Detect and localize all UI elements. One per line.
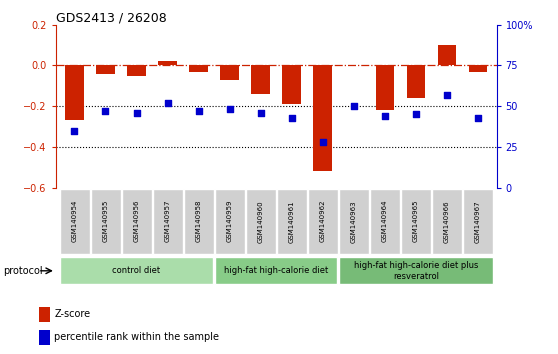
Point [287,115,296,120]
Text: GSM140965: GSM140965 [413,200,419,242]
Bar [407,65,425,98]
Bar [282,65,301,104]
Text: GSM140954: GSM140954 [71,200,78,242]
Text: GSM140960: GSM140960 [258,200,264,242]
Bar [96,65,115,74]
FancyBboxPatch shape [463,189,493,253]
Text: GSM140966: GSM140966 [444,200,450,242]
FancyBboxPatch shape [308,189,338,253]
Text: control diet: control diet [113,266,161,275]
FancyBboxPatch shape [277,189,307,253]
Text: protocol: protocol [3,266,42,276]
Text: GSM140961: GSM140961 [288,200,295,242]
Point [194,108,203,114]
FancyBboxPatch shape [215,257,338,284]
Text: GSM140957: GSM140957 [165,200,171,242]
Point [474,115,483,120]
Text: GSM140964: GSM140964 [382,200,388,242]
Text: GSM140963: GSM140963 [351,200,357,242]
Text: GSM140967: GSM140967 [475,200,481,242]
Bar [437,45,456,65]
Text: GDS2413 / 26208: GDS2413 / 26208 [56,12,166,25]
Text: high-fat high-calorie diet: high-fat high-calorie diet [224,266,328,275]
FancyBboxPatch shape [90,189,121,253]
FancyBboxPatch shape [370,189,400,253]
Point [70,128,79,133]
Text: high-fat high-calorie diet plus
resveratrol: high-fat high-calorie diet plus resverat… [354,261,478,280]
FancyBboxPatch shape [153,189,183,253]
FancyBboxPatch shape [60,257,213,284]
FancyBboxPatch shape [60,189,90,253]
FancyBboxPatch shape [339,189,369,253]
Text: GSM140958: GSM140958 [196,200,201,242]
Point [132,110,141,115]
Bar [220,65,239,80]
FancyBboxPatch shape [432,189,462,253]
Text: percentile rank within the sample: percentile rank within the sample [55,332,219,342]
Bar [39,307,50,322]
Point [256,110,265,115]
Bar [39,330,50,344]
FancyBboxPatch shape [246,189,276,253]
Point [318,139,327,145]
FancyBboxPatch shape [122,189,152,253]
Text: GSM140959: GSM140959 [227,200,233,242]
Point [101,108,110,114]
Point [163,100,172,106]
Point [349,103,358,109]
Bar [314,65,332,171]
Bar [251,65,270,94]
Bar [469,65,487,72]
FancyBboxPatch shape [215,189,245,253]
Bar [158,62,177,65]
Bar [376,65,394,110]
FancyBboxPatch shape [339,257,493,284]
Bar [189,65,208,72]
Point [442,92,451,98]
Text: GSM140956: GSM140956 [133,200,140,242]
FancyBboxPatch shape [401,189,431,253]
Point [381,113,389,119]
Text: Z-score: Z-score [55,309,90,319]
FancyBboxPatch shape [184,189,214,253]
Bar [65,65,84,120]
Point [225,107,234,112]
Text: GSM140955: GSM140955 [103,200,108,242]
Bar [127,65,146,76]
Text: GSM140962: GSM140962 [320,200,326,242]
Point [411,112,420,117]
